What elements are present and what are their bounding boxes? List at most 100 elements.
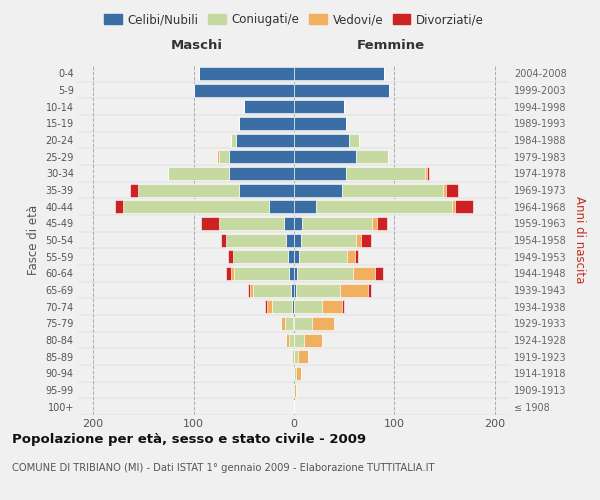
Bar — [250, 284, 253, 296]
Bar — [226, 234, 286, 246]
Bar — [296, 367, 301, 380]
Bar — [355, 250, 358, 263]
Bar — [294, 300, 322, 313]
Bar — [294, 100, 344, 113]
Bar — [301, 234, 356, 246]
Bar — [267, 300, 272, 313]
Bar — [446, 184, 458, 196]
Bar — [346, 167, 425, 180]
Bar — [356, 234, 361, 246]
Bar — [294, 167, 346, 180]
Bar — [229, 167, 294, 180]
Bar — [289, 267, 294, 280]
Bar — [284, 217, 294, 230]
Bar — [298, 350, 308, 363]
Bar — [316, 200, 452, 213]
Bar — [361, 234, 371, 246]
Bar — [218, 150, 229, 163]
Bar — [194, 84, 294, 96]
Bar — [294, 67, 385, 80]
Bar — [294, 184, 342, 196]
Bar — [340, 284, 368, 296]
Bar — [294, 384, 296, 396]
Bar — [292, 300, 294, 313]
Bar — [233, 250, 288, 263]
Bar — [455, 200, 473, 213]
Bar — [299, 250, 347, 263]
Bar — [294, 134, 349, 146]
Bar — [304, 334, 322, 346]
Bar — [294, 267, 297, 280]
Bar — [288, 250, 294, 263]
Bar — [353, 267, 376, 280]
Bar — [289, 334, 294, 346]
Bar — [296, 284, 340, 296]
Bar — [217, 150, 218, 163]
Bar — [227, 250, 233, 263]
Bar — [123, 200, 269, 213]
Bar — [349, 134, 359, 146]
Bar — [294, 250, 299, 263]
Bar — [356, 150, 388, 163]
Y-axis label: Anni di nascita: Anni di nascita — [574, 196, 586, 284]
Bar — [294, 350, 298, 363]
Bar — [294, 84, 389, 96]
Bar — [452, 200, 455, 213]
Bar — [130, 184, 138, 196]
Bar — [377, 217, 388, 230]
Bar — [312, 317, 334, 330]
Bar — [286, 334, 289, 346]
Bar — [218, 217, 284, 230]
Text: COMUNE DI TRIBIANO (MI) - Dati ISTAT 1° gennaio 2009 - Elaborazione TUTTITALIA.I: COMUNE DI TRIBIANO (MI) - Dati ISTAT 1° … — [12, 463, 434, 473]
Bar — [294, 117, 346, 130]
Bar — [229, 150, 294, 163]
Bar — [200, 217, 218, 230]
Bar — [376, 267, 383, 280]
Bar — [291, 284, 294, 296]
Y-axis label: Fasce di età: Fasce di età — [27, 205, 40, 275]
Text: Maschi: Maschi — [171, 38, 223, 52]
Bar — [265, 300, 267, 313]
Bar — [342, 300, 344, 313]
Bar — [292, 350, 294, 363]
Bar — [269, 200, 294, 213]
Bar — [272, 300, 292, 313]
Bar — [115, 200, 123, 213]
Bar — [231, 267, 234, 280]
Bar — [427, 167, 428, 180]
Bar — [294, 150, 356, 163]
Bar — [231, 134, 236, 146]
Text: Popolazione per età, sesso e stato civile - 2009: Popolazione per età, sesso e stato civil… — [12, 432, 366, 446]
Bar — [169, 167, 229, 180]
Bar — [244, 100, 294, 113]
Bar — [294, 317, 312, 330]
Bar — [373, 217, 377, 230]
Bar — [281, 317, 285, 330]
Bar — [221, 234, 226, 246]
Bar — [293, 317, 294, 330]
Bar — [226, 267, 231, 280]
Bar — [234, 267, 289, 280]
Bar — [368, 284, 371, 296]
Bar — [253, 284, 291, 296]
Bar — [302, 217, 373, 230]
Text: Femmine: Femmine — [357, 38, 425, 52]
Bar — [239, 184, 294, 196]
Bar — [297, 267, 353, 280]
Bar — [286, 234, 294, 246]
Bar — [291, 350, 292, 363]
Bar — [294, 234, 301, 246]
Bar — [294, 200, 316, 213]
Bar — [239, 117, 294, 130]
Bar — [199, 67, 294, 80]
Bar — [236, 134, 294, 146]
Bar — [294, 284, 296, 296]
Bar — [425, 167, 427, 180]
Bar — [347, 250, 355, 263]
Bar — [248, 284, 250, 296]
Bar — [322, 300, 342, 313]
Legend: Celibi/Nubili, Coniugati/e, Vedovi/e, Divorziati/e: Celibi/Nubili, Coniugati/e, Vedovi/e, Di… — [99, 8, 489, 31]
Bar — [443, 184, 446, 196]
Bar — [285, 317, 293, 330]
Bar — [342, 184, 443, 196]
